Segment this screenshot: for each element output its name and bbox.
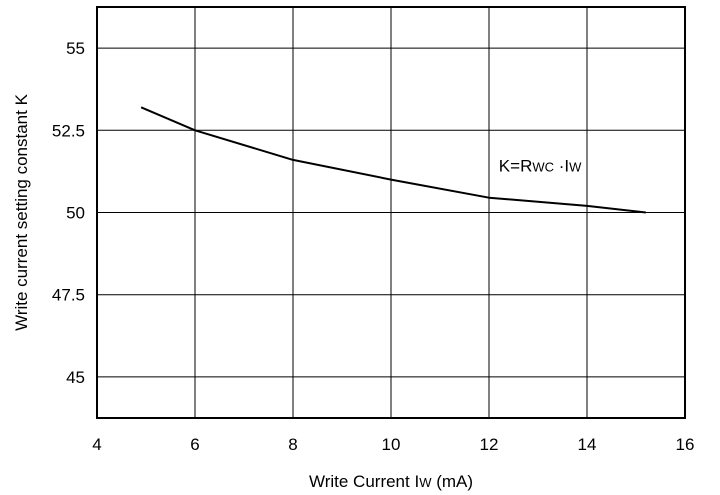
y-tick-label: 45 xyxy=(66,368,85,387)
y-tick-label: 50 xyxy=(66,204,85,223)
y-tick-labels: 45 47.5 50 52.5 55 xyxy=(52,39,85,387)
x-tick-label: 16 xyxy=(676,435,695,454)
annotation-subscript: WC xyxy=(532,159,554,174)
x-tick-label: 10 xyxy=(382,435,401,454)
x-axis-label-prefix: Write Current I xyxy=(309,472,419,491)
grid xyxy=(97,7,685,418)
y-tick-label: 52.5 xyxy=(52,121,85,140)
y-axis-label: Write current setting constant K xyxy=(12,93,31,331)
annotation-text: K=R xyxy=(499,156,533,175)
annotation-subscript: W xyxy=(569,159,582,174)
x-axis-label-suffix: (mA) xyxy=(431,472,473,491)
y-tick-label: 47.5 xyxy=(52,286,85,305)
x-tick-label: 4 xyxy=(92,435,101,454)
x-axis-label-sub: W xyxy=(419,475,432,490)
x-tick-labels: 4 6 8 10 12 14 16 xyxy=(92,435,694,454)
y-tick-label: 55 xyxy=(66,39,85,58)
formula-annotation: K=RWC ·IW xyxy=(499,156,582,175)
annotation-text: ·I xyxy=(554,156,569,175)
x-tick-label: 14 xyxy=(578,435,597,454)
plot-frame xyxy=(96,6,686,419)
x-tick-label: 12 xyxy=(480,435,499,454)
series-group xyxy=(140,106,646,214)
series-line xyxy=(140,106,646,214)
x-tick-label: 6 xyxy=(190,435,199,454)
x-axis-label: Write Current IW (mA) xyxy=(309,472,473,491)
x-tick-label: 8 xyxy=(288,435,297,454)
